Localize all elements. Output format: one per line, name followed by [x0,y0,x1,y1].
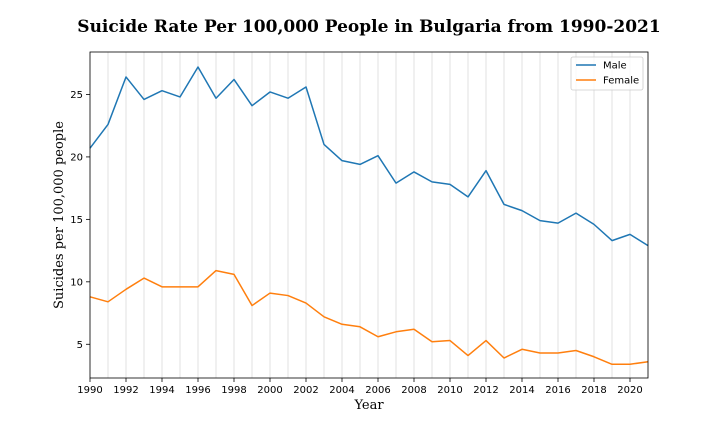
x-tick-label-1994: 1994 [149,385,174,396]
x-tick-label-2006: 2006 [365,385,390,396]
x-tick-label-2018: 2018 [581,385,606,396]
x-tick-label-1998: 1998 [221,385,246,396]
x-axis-ticks: 1990 1992 1994 1996 1998 2000 2002 2004 2006 2008… [77,378,643,396]
series-lines [89,66,649,366]
series-line-male [89,66,649,247]
y-tick-label-15: 15 [70,215,83,226]
plot-area-frame [89,51,649,379]
y-axis-ticks: 5 10 15 20 25 [70,90,90,351]
y-tick-label-25: 25 [70,90,83,101]
x-tick-label-2008: 2008 [401,385,426,396]
x-tick-label-1996: 1996 [185,385,210,396]
y-tick-label-20: 20 [70,152,83,163]
chart-title: Suicide Rate Per 100,000 People in Bulga… [77,17,660,37]
series-line-female [89,269,649,366]
x-tick-label-2020: 2020 [617,385,642,396]
x-tick-label-2014: 2014 [509,385,534,396]
x-tick-label-1990: 1990 [77,385,102,396]
x-tick-label-2010: 2010 [437,385,462,396]
legend-label-female: Female [603,76,639,87]
y-axis-label: Suicides per 100,000 people [52,121,67,309]
x-tick-label-2004: 2004 [329,385,354,396]
legend-label-male: Male [603,61,627,72]
x-tick-label-2012: 2012 [473,385,498,396]
x-tick-label-2002: 2002 [293,385,318,396]
x-tick-label-2000: 2000 [257,385,282,396]
grid-lines [89,52,649,378]
y-tick-label-10: 10 [70,277,83,288]
x-tick-label-2016: 2016 [545,385,570,396]
x-axis-label: Year [353,398,384,413]
x-tick-label-1992: 1992 [113,385,138,396]
y-tick-label-5: 5 [77,340,83,351]
chart-legend: Male Female [570,56,644,91]
